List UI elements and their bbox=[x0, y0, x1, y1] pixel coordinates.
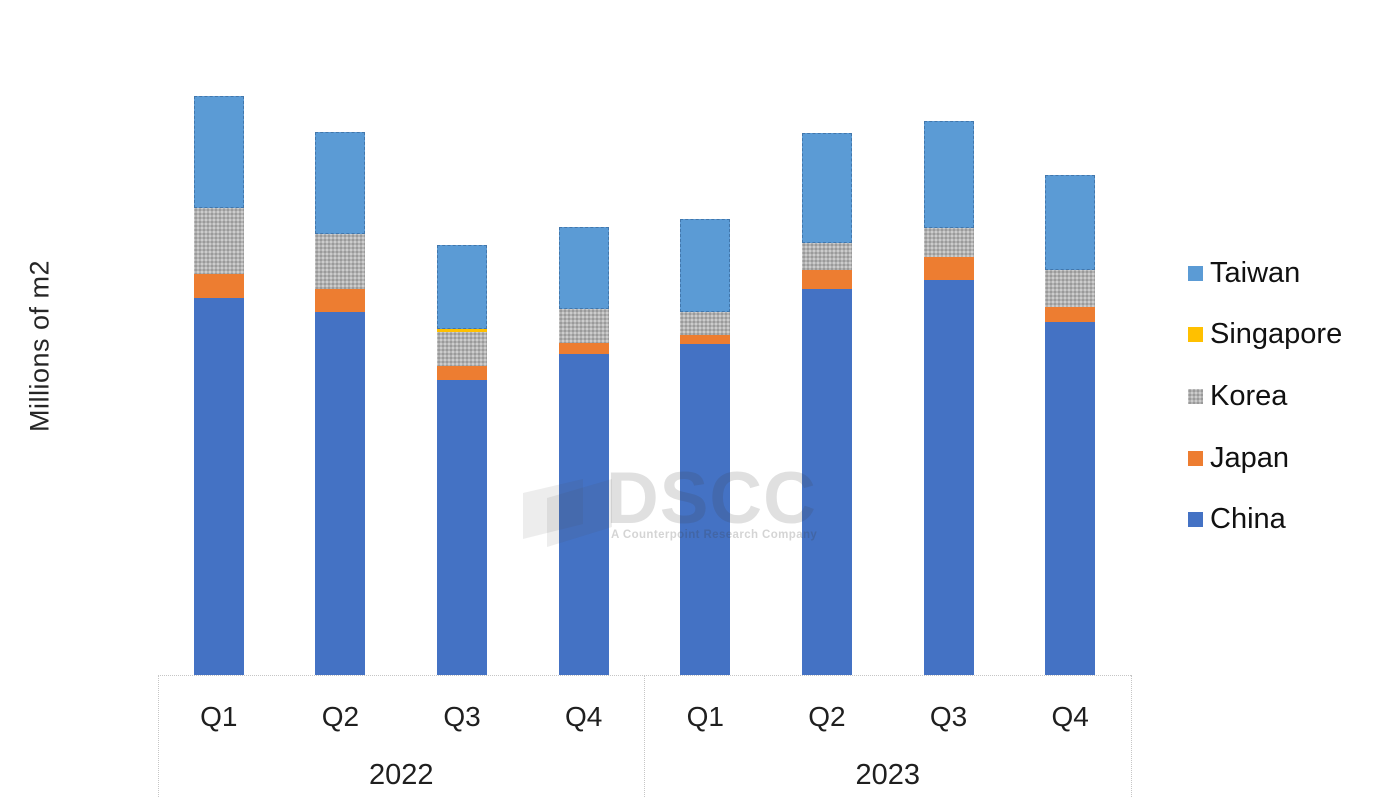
legend-item-singapore: Singapore bbox=[1188, 318, 1343, 351]
legend-swatch-korea-icon bbox=[1188, 388, 1203, 404]
x-tick-2023-q3: Q3 bbox=[929, 701, 968, 732]
legend-swatch-taiwan-icon bbox=[1188, 265, 1203, 281]
bar-segment-q4-2023-china bbox=[1045, 322, 1096, 675]
bar-segment-q3-2023-taiwan bbox=[923, 120, 974, 228]
bar-segment-q1-2022-korea bbox=[193, 207, 244, 274]
bar-segment-q1-2022-china bbox=[193, 297, 244, 675]
bar-segment-q3-2022-singapore bbox=[437, 328, 488, 332]
legend-item-taiwan: Taiwan bbox=[1188, 256, 1301, 289]
bar-segment-q3-2023-china bbox=[923, 280, 974, 675]
legend-label-singapore: Singapore bbox=[1210, 318, 1343, 351]
bar-segment-q2-2023-korea bbox=[801, 242, 852, 271]
legend-swatch-china-icon bbox=[1188, 512, 1203, 528]
bar-segment-q3-2023-korea bbox=[923, 227, 974, 257]
bar-segment-q4-2023-japan bbox=[1045, 306, 1096, 323]
bar-segment-q2-2022-china bbox=[315, 311, 366, 675]
legend-swatch-singapore-icon bbox=[1188, 327, 1203, 343]
bar-segment-q2-2023-taiwan bbox=[801, 133, 852, 243]
legend-label-japan: Japan bbox=[1210, 441, 1290, 474]
bar-segment-q3-2022-japan bbox=[437, 366, 488, 380]
bar-segment-q3-2022-korea bbox=[437, 331, 488, 367]
bar-segment-q2-2023-japan bbox=[801, 270, 852, 290]
bar-segment-q1-2022-japan bbox=[193, 273, 244, 298]
bar-segment-q4-2022-china bbox=[558, 354, 609, 675]
bar-segment-q3-2022-taiwan bbox=[437, 245, 488, 329]
bar-segment-q3-2023-japan bbox=[923, 256, 974, 281]
axis-right-border bbox=[1131, 675, 1132, 797]
legend-item-japan: Japan bbox=[1188, 441, 1290, 474]
x-tick-2023-q1: Q1 bbox=[686, 701, 724, 732]
bar-segment-q3-2022-china bbox=[437, 380, 488, 675]
legend-item-china: China bbox=[1188, 503, 1286, 536]
bar-segment-q4-2023-taiwan bbox=[1045, 174, 1096, 270]
bar-segment-q2-2022-japan bbox=[315, 289, 366, 312]
bar-segment-q2-2022-korea bbox=[315, 234, 366, 290]
bar-segment-q4-2022-taiwan bbox=[558, 227, 609, 310]
bar-segment-q1-2023-korea bbox=[680, 311, 731, 335]
x-tick-2022-q3: Q3 bbox=[443, 701, 481, 732]
x-group-label-2023: 2023 bbox=[855, 759, 920, 791]
bar-segment-q1-2023-japan bbox=[680, 334, 731, 344]
x-tick-2022-q2: Q2 bbox=[321, 701, 360, 732]
legend-item-korea: Korea bbox=[1188, 379, 1288, 412]
legend-swatch-japan-icon bbox=[1188, 450, 1203, 466]
bar-segment-q4-2022-japan bbox=[558, 342, 609, 355]
x-tick-2022-q1: Q1 bbox=[200, 701, 238, 732]
axis-year-divider bbox=[644, 675, 645, 797]
x-tick-2023-q2: Q2 bbox=[808, 701, 846, 732]
axis-left-border bbox=[158, 675, 159, 797]
x-group-label-2022: 2022 bbox=[368, 759, 434, 791]
x-tick-2022-q4: Q4 bbox=[565, 701, 603, 732]
legend-label-china: China bbox=[1210, 503, 1286, 536]
bar-segment-q1-2023-taiwan bbox=[680, 218, 731, 312]
bar-segment-q1-2023-china bbox=[680, 344, 731, 675]
legend-label-korea: Korea bbox=[1210, 379, 1288, 412]
bar-segment-q1-2022-taiwan bbox=[193, 95, 244, 208]
x-tick-2023-q4: Q4 bbox=[1051, 701, 1089, 732]
bar-segment-q2-2023-china bbox=[801, 289, 852, 675]
bar-segment-q4-2023-korea bbox=[1045, 269, 1096, 307]
legend-label-taiwan: Taiwan bbox=[1210, 256, 1301, 289]
bar-segment-q2-2022-taiwan bbox=[315, 131, 366, 235]
bar-segment-q4-2022-korea bbox=[558, 309, 609, 343]
